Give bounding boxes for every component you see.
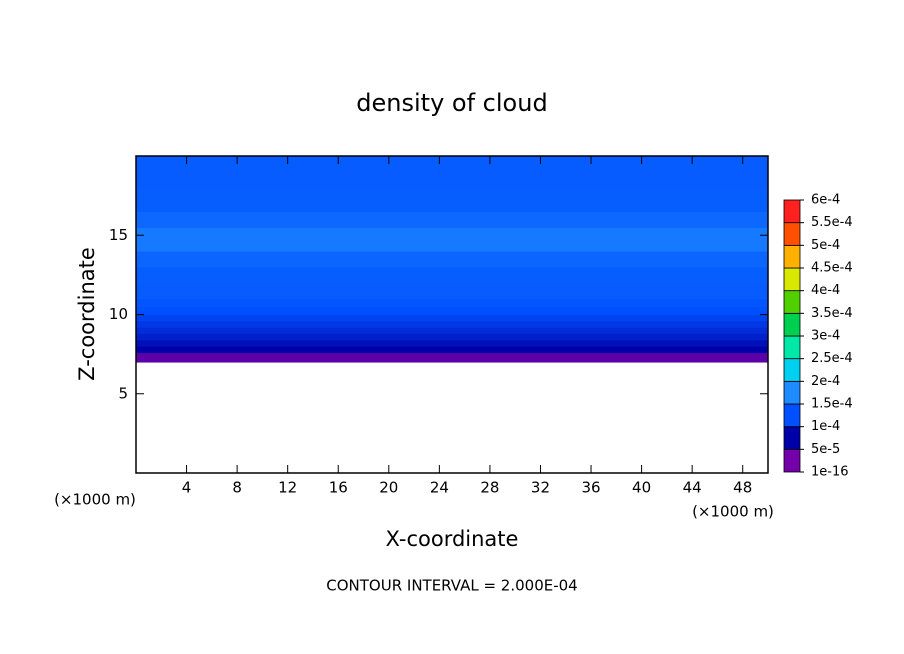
y-axis-label: Z-coordinate (75, 247, 99, 381)
colorbar-box (783, 199, 801, 224)
colorbar-label: 2.5e-4 (811, 351, 853, 366)
colorbar-box (783, 426, 801, 450)
contour-band (136, 320, 768, 328)
colorbar-label: 3.5e-4 (811, 306, 853, 321)
colorbar-label: 5.5e-4 (811, 215, 853, 230)
y-tick-label: 5 (118, 384, 128, 402)
colorbar-box (783, 448, 801, 473)
x-axis-label: X-coordinate (386, 527, 519, 551)
x-tick-label: 36 (581, 479, 600, 497)
x-tick-label: 16 (329, 479, 348, 497)
colorbar-box (783, 403, 801, 428)
contour-band (136, 251, 768, 268)
x-tick-label: 44 (683, 479, 702, 497)
unit-label: (×1000 m) (692, 503, 774, 521)
x-tick-label: 28 (480, 479, 499, 497)
contour-band (136, 266, 768, 284)
colorbar-box (783, 380, 801, 405)
colorbar-box (783, 312, 801, 337)
contour-band (136, 227, 768, 252)
x-tick-label: 8 (232, 479, 242, 497)
colorbar-label: 1e-4 (811, 419, 840, 434)
contour-band (136, 298, 768, 308)
colorbar-box (783, 290, 801, 314)
x-tick-label: 20 (379, 479, 398, 497)
colorbar-label: 4.5e-4 (811, 261, 853, 276)
y-tick-label: 15 (109, 226, 128, 244)
colorbar-label: 5e-5 (811, 442, 840, 457)
x-tick-label: 12 (278, 479, 297, 497)
colorbar-box (783, 222, 801, 246)
unit-label: (×1000 m) (54, 491, 136, 509)
colorbar-box (783, 244, 801, 269)
contour-band (136, 314, 768, 322)
y-tick-label: 10 (109, 305, 128, 323)
x-tick-label: 40 (632, 479, 651, 497)
footer: CONTOUR INTERVAL = 2.000E-04 (326, 577, 577, 595)
colorbar-label: 1e-16 (811, 465, 849, 480)
colorbar-box (783, 267, 801, 292)
field (136, 156, 768, 363)
contour-band (136, 156, 768, 189)
x-tick-label: 32 (531, 479, 550, 497)
contour-band (136, 352, 768, 363)
contour-band (136, 211, 768, 228)
colorbar-label: 5e-4 (811, 238, 840, 253)
colorbar-label: 6e-4 (811, 193, 840, 208)
colorbar-label: 4e-4 (811, 283, 840, 298)
contour-band (136, 339, 768, 347)
contour-band (136, 333, 768, 341)
colorbar-label: 2e-4 (811, 374, 840, 389)
colorbar-box (783, 358, 801, 382)
colorbar-label: 1.5e-4 (811, 397, 853, 412)
contour-band (136, 346, 768, 354)
contour-band (136, 306, 768, 315)
contour-band (136, 187, 768, 212)
axes: 4 8 12 16 20 24 28 32 36 40 44 48510151e-165e-51e-4… (109, 155, 853, 497)
colorbar-label: 3e-4 (811, 329, 840, 344)
x-tick-label: 48 (733, 479, 752, 497)
contour-band (136, 282, 768, 300)
x-tick-label: 4 (182, 479, 192, 497)
contour-band (136, 327, 768, 335)
colorbar-box (783, 335, 801, 360)
x-tick-label: 24 (430, 479, 449, 497)
chart-title: density of cloud (356, 89, 547, 117)
